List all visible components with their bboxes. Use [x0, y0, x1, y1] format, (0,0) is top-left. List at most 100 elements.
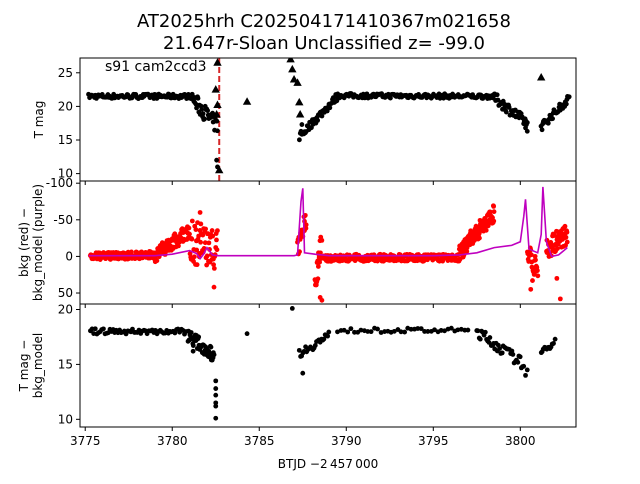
data-point [551, 341, 556, 346]
data-point [326, 329, 332, 335]
data-point [209, 228, 215, 233]
data-point [415, 326, 421, 331]
data-point [213, 392, 219, 398]
data-point [341, 327, 347, 333]
data-point [213, 403, 219, 409]
data-point [187, 231, 192, 237]
data-point [557, 296, 563, 302]
y-axis-label-line2: bkg_model (purple) [31, 184, 45, 301]
figure-title-line1: AT2025hrh C202504171410367m021658 [137, 11, 511, 32]
y-axis-label-line1: bkg (red) − [17, 208, 31, 277]
data-point [324, 108, 330, 114]
data-point [204, 262, 210, 268]
y-tick-label: 10 [58, 412, 73, 426]
data-point [191, 254, 197, 260]
data-point [548, 239, 554, 245]
y-axis-label: T mag [32, 101, 46, 140]
plot-area [88, 305, 558, 421]
data-point [296, 137, 302, 143]
data-point [524, 120, 530, 125]
data-point [491, 209, 497, 215]
data-point [555, 246, 560, 251]
data-point [319, 113, 325, 119]
data-point [317, 259, 323, 265]
data-point [448, 325, 454, 331]
data-point [533, 257, 538, 263]
data-point [202, 116, 207, 122]
data-point [564, 229, 570, 235]
triangle-point [536, 72, 546, 81]
data-point [483, 227, 489, 233]
data-point [402, 329, 408, 335]
y-tick-label: 10 [58, 167, 73, 181]
data-point [563, 101, 569, 107]
data-point [564, 239, 570, 245]
data-point [214, 237, 219, 243]
data-point [197, 210, 203, 215]
data-point [523, 372, 528, 378]
data-point [188, 330, 194, 335]
data-point [214, 157, 220, 163]
data-point [535, 268, 540, 273]
data-point [214, 118, 220, 124]
plot-area [86, 58, 572, 181]
data-point [545, 120, 551, 126]
data-point [491, 203, 497, 209]
data-point [154, 258, 160, 264]
data-point [193, 227, 199, 232]
data-point [319, 297, 325, 303]
data-point [408, 326, 414, 332]
data-point [315, 117, 321, 123]
y-axis-label-line2: bkg_model [31, 333, 45, 399]
x-tick-label: 3785 [244, 434, 275, 448]
triangle-point [215, 165, 224, 174]
y-tick-label: 0 [65, 249, 73, 263]
x-tick-label: 3780 [157, 434, 188, 448]
data-point [213, 386, 219, 391]
data-point [510, 352, 516, 357]
figure-title-line2: 21.647r-Sloan Unclassified z= -99.0 [163, 33, 485, 54]
data-point [425, 329, 431, 334]
data-point [487, 335, 493, 340]
axes-frame [79, 180, 577, 305]
data-point [503, 109, 509, 115]
triangle-point [213, 100, 222, 109]
data-point [92, 326, 98, 332]
data-point [319, 237, 325, 243]
data-point [211, 352, 217, 358]
data-point [190, 348, 196, 354]
panel-annotation: s91 cam2ccd3 [105, 59, 207, 75]
data-point [515, 359, 521, 365]
data-point [211, 265, 217, 271]
data-point [465, 327, 471, 333]
data-point [487, 209, 493, 215]
data-point [176, 243, 181, 249]
data-point [298, 128, 304, 134]
data-point [554, 275, 560, 281]
data-point [215, 228, 220, 234]
data-point [530, 278, 535, 283]
data-point [206, 240, 212, 246]
data-point [195, 95, 201, 101]
data-point [494, 92, 500, 98]
data-point [432, 327, 437, 333]
data-point [566, 94, 572, 100]
y-tick-label: -100 [46, 176, 73, 190]
data-point [499, 350, 505, 356]
x-tick-label: 3800 [505, 434, 536, 448]
x-tick-label: 3795 [418, 434, 449, 448]
data-point [213, 400, 219, 406]
data-point [186, 225, 192, 231]
triangle-point [295, 97, 304, 106]
data-point [535, 273, 541, 279]
data-point [208, 344, 214, 350]
data-point [244, 331, 250, 337]
data-point [303, 225, 309, 231]
triangle-point [242, 97, 252, 105]
triangle-point [293, 78, 302, 86]
y-tick-label: -50 [53, 213, 73, 227]
data-point [101, 326, 106, 332]
panel-bkg: 50 0 -50 -100 bkg (red) − bkg_model (purple) [17, 176, 577, 308]
data-point [521, 363, 527, 369]
